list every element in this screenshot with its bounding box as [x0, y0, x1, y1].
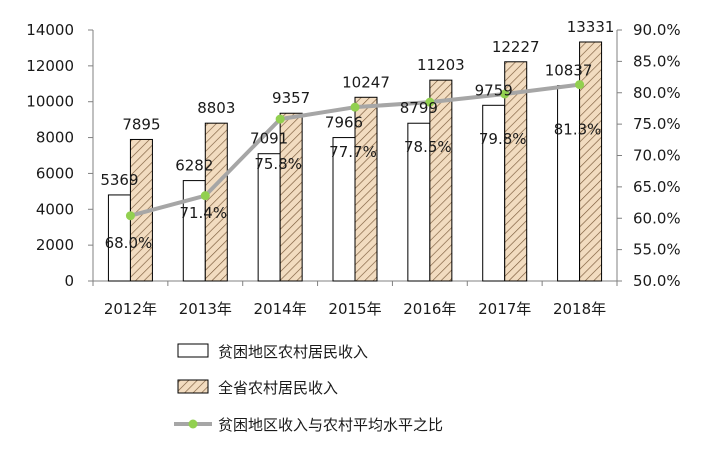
data-label-poor-area: 8799 — [400, 99, 438, 117]
y-left-tick-label: 2000 — [36, 236, 74, 254]
y-right-tick-label: 55.0% — [633, 241, 681, 259]
x-tick-label: 2014年 — [254, 300, 307, 318]
data-label-poor-area: 10837 — [545, 62, 593, 80]
legend-label-ratio: 贫困地区收入与农村平均水平之比 — [218, 416, 443, 434]
ratio-marker-5 — [500, 89, 510, 99]
bar-poor-area-6 — [557, 85, 581, 282]
y-left-tick-label: 14000 — [26, 21, 74, 39]
legend-swatch-poor-area — [177, 343, 209, 358]
ratio-marker-1 — [200, 191, 210, 201]
ratio-marker-3 — [350, 102, 360, 112]
y-right-tick-label: 75.0% — [633, 115, 681, 133]
data-label-ratio: 75.8% — [254, 155, 302, 173]
y-left-tick-label: 4000 — [36, 200, 74, 218]
y-left-tick-label: 0 — [64, 272, 74, 290]
data-label-province: 8803 — [197, 99, 235, 117]
data-label-province: 7895 — [122, 115, 160, 133]
bar-province-2 — [279, 112, 303, 282]
legend-label-province: 全省农村居民收入 — [218, 379, 338, 397]
y-left-tick-label: 6000 — [36, 164, 74, 182]
data-label-province: 9357 — [272, 89, 310, 107]
y-right-tick-label: 85.0% — [633, 52, 681, 70]
y-right-tick-label: 90.0% — [633, 21, 681, 39]
plot-area: 0 2000 4000 6000 8000 10000 12000 14000 50.0% 55.… — [26, 18, 680, 318]
y-left-tick-label: 10000 — [26, 93, 74, 111]
x-tick-label: 2017年 — [478, 300, 531, 318]
data-label-poor-area: 9759 — [475, 81, 513, 99]
data-label-province: 11203 — [417, 56, 465, 74]
data-label-ratio: 77.7% — [329, 143, 377, 161]
y-right-tick-label: 70.0% — [633, 147, 681, 165]
y-left-tick-label: 8000 — [36, 129, 74, 147]
bar-province-6 — [579, 41, 603, 282]
data-label-ratio: 78.5% — [404, 138, 452, 156]
bar-province-4 — [429, 79, 453, 282]
x-tick-label: 2015年 — [328, 300, 381, 318]
legend-label-poor-area: 贫困地区农村居民收入 — [218, 343, 368, 361]
y-right-tick-label: 80.0% — [633, 84, 681, 102]
y-right-tick-label: 65.0% — [633, 178, 681, 196]
data-label-ratio: 71.4% — [179, 204, 227, 222]
data-label-province: 12227 — [492, 38, 540, 56]
data-label-poor-area: 7966 — [325, 114, 363, 132]
legend-swatch-ratio-marker — [188, 419, 198, 429]
bar-province-5 — [504, 61, 528, 282]
bar-province-3 — [354, 96, 378, 282]
data-label-ratio: 79.8% — [479, 130, 527, 148]
ratio-marker-0 — [125, 211, 135, 221]
data-label-province: 13331 — [567, 18, 615, 36]
data-label-poor-area: 5369 — [100, 171, 138, 189]
y-right-tick-label: 50.0% — [633, 272, 681, 290]
ratio-marker-4 — [425, 97, 435, 107]
ratio-marker-6 — [575, 80, 585, 90]
legend-swatch-province — [177, 379, 209, 394]
y-left-tick-label: 12000 — [26, 57, 74, 75]
bar-province-1 — [204, 122, 228, 282]
ratio-marker-2 — [275, 114, 285, 124]
x-tick-label: 2018年 — [553, 300, 606, 318]
data-label-province: 10247 — [342, 73, 390, 91]
data-label-poor-area: 7091 — [250, 130, 288, 148]
data-label-ratio: 81.3% — [554, 121, 602, 139]
y-right-tick-label: 60.0% — [633, 209, 681, 227]
data-label-poor-area: 6282 — [175, 157, 213, 175]
x-tick-label: 2013年 — [179, 300, 232, 318]
data-label-ratio: 68.0% — [105, 234, 153, 252]
x-tick-label: 2016年 — [403, 300, 456, 318]
x-tick-label: 2012年 — [104, 300, 157, 318]
